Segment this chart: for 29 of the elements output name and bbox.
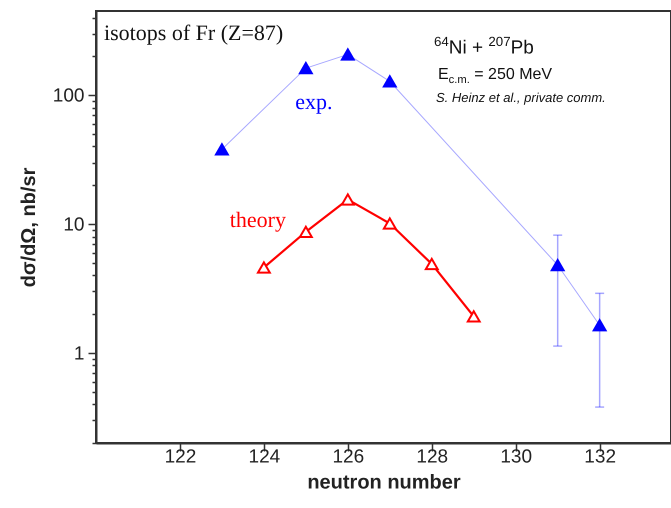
point [592,319,607,332]
x-tick-label: 124 [248,446,281,468]
annotation: E$_{c.m.}$ = 250 MeV [438,66,552,86]
point [424,258,439,270]
point [256,261,271,274]
x-tick-label: 126 [332,446,364,468]
x-tick-label: 132 [584,446,616,468]
point [382,75,397,88]
point [298,62,313,74]
point [340,193,355,206]
x-tick-label: 122 [164,446,196,468]
x-axis-title: neutron number [307,472,461,494]
point [214,143,229,156]
y-tick-label: 1 [74,343,84,364]
point [466,310,481,323]
y-tick-label: 10 [63,214,84,236]
annotation: $^{64}$Ni + $^{207}$Pb [434,34,534,60]
y-axis-title: dσ/dΩ, nb/sr [18,167,40,288]
x-tick-label: 130 [500,446,532,468]
series-label: exp. [295,89,332,114]
series-label: theory [230,206,286,232]
point [340,48,355,61]
x-tick-label: 128 [416,446,448,468]
point [298,226,313,238]
point [550,259,565,272]
y-tick-label: 100 [52,86,84,107]
point [382,217,397,230]
annotation: isotops of Fr (Z=87) [104,20,284,46]
annotation: S. Heinz et al., private comm. [436,90,606,105]
